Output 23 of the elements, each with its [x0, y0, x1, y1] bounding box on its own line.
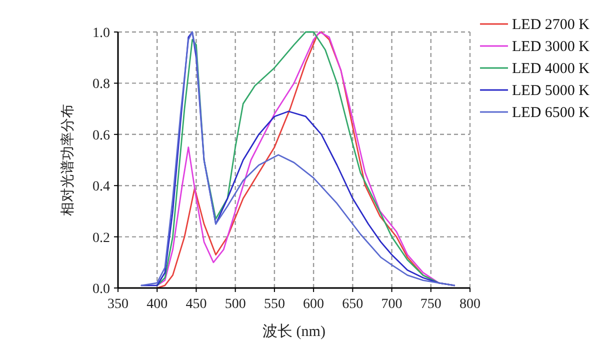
- y-tick-label: 0.6: [92, 128, 110, 144]
- legend-label: LED 3000 K: [512, 39, 590, 55]
- x-tick-label: 600: [303, 297, 324, 312]
- x-tick-label: 350: [108, 297, 128, 312]
- x-tick-label: 800: [460, 297, 480, 312]
- x-tick-label: 400: [146, 297, 168, 312]
- x-tick-label: 750: [420, 297, 442, 312]
- legend-label: LED 4000 K: [512, 61, 590, 77]
- x-tick-label: 450: [186, 297, 207, 312]
- x-tick-label: 500: [224, 297, 246, 312]
- x-tick-label: 550: [264, 297, 285, 312]
- y-tick-label: 0.0: [92, 282, 110, 297]
- y-tick-label: 1.0: [92, 26, 110, 41]
- legend-label: LED 6500 K: [512, 105, 590, 121]
- y-axis-title: 相对光谱功率分布: [60, 104, 76, 216]
- y-tick-label: 0.4: [92, 180, 110, 195]
- x-tick-label: 700: [381, 297, 402, 312]
- legend-label: LED 5000 K: [512, 83, 590, 99]
- x-axis-title: 波长 (nm): [262, 323, 326, 340]
- legend-label: LED 2700 K: [512, 17, 590, 33]
- x-tick-label: 650: [342, 297, 364, 312]
- y-tick-label: 0.8: [92, 77, 110, 92]
- y-tick-label: 0.2: [92, 230, 110, 246]
